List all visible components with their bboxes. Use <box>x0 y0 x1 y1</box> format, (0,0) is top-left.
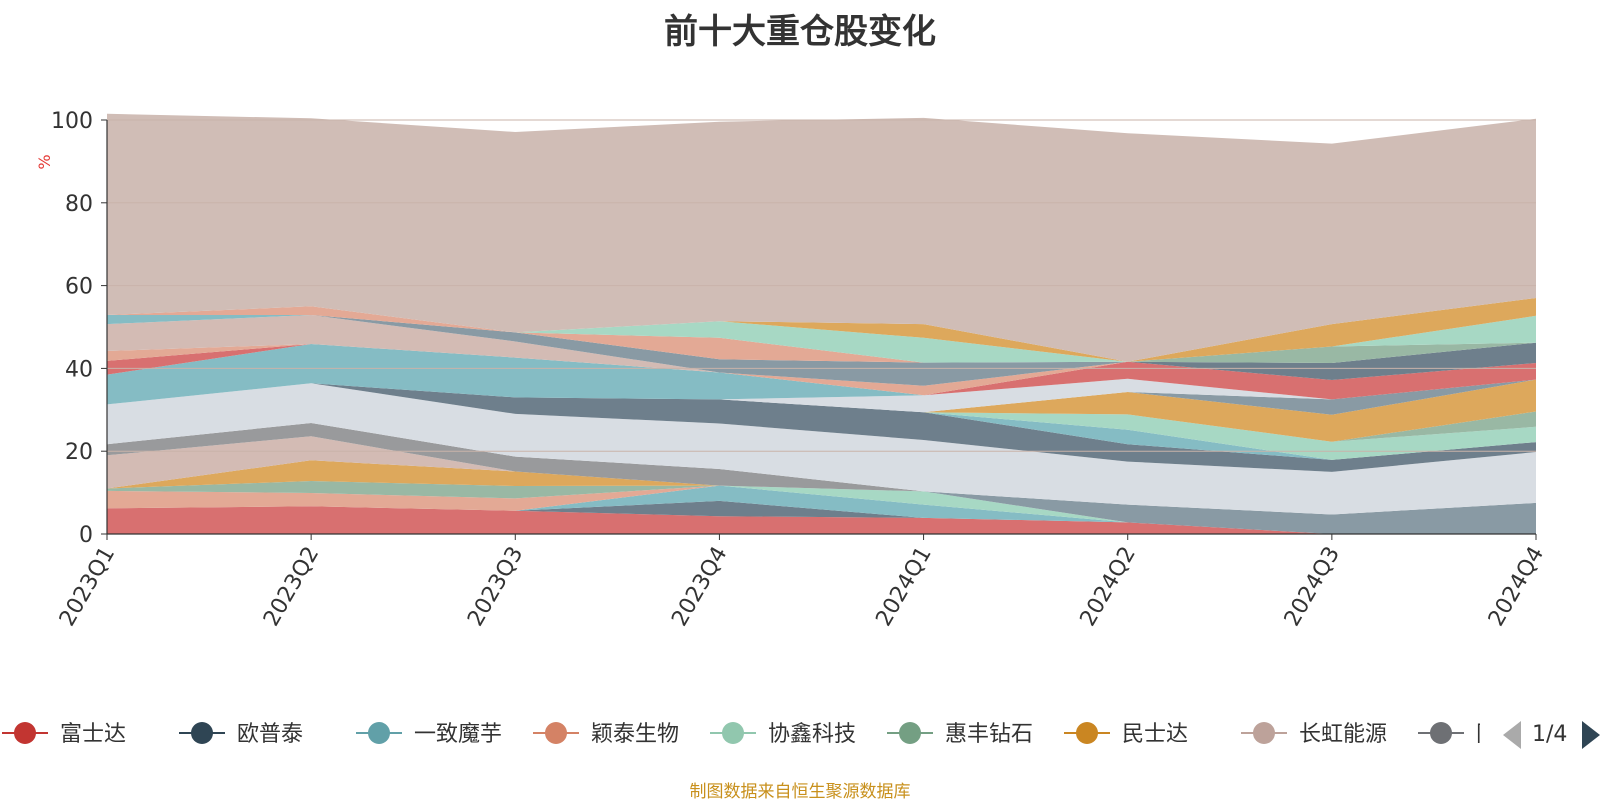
legend-next-arrow-icon[interactable] <box>1582 721 1600 749</box>
axes <box>106 120 1536 535</box>
legend-circle-icon <box>368 722 390 744</box>
grid-lines <box>107 119 1536 452</box>
area-band <box>107 423 1536 534</box>
x-tick-label: 2024Q2 <box>1076 543 1141 631</box>
area-band <box>107 342 1536 396</box>
legend-item[interactable]: 惠丰钻石 <box>887 722 1033 747</box>
legend-item[interactable]: 协鑫科技 <box>710 722 856 747</box>
legend-pager: 1/4 <box>1503 721 1600 749</box>
legend-label: 协鑫科技 <box>768 722 856 747</box>
legend-label: 长虹能源 <box>1299 722 1387 747</box>
area-band <box>107 315 1536 363</box>
x-tick-label: 2023Q2 <box>259 543 324 631</box>
area-band <box>107 481 1536 534</box>
area-band <box>107 342 1536 396</box>
legend-item[interactable]: 长虹能源 <box>1241 722 1387 747</box>
legend-prev-arrow-icon[interactable] <box>1503 721 1521 749</box>
legend-label: 颖泰生物 <box>591 722 679 747</box>
area-band <box>107 436 1536 534</box>
y-tick-label: 100 <box>51 109 93 134</box>
y-unit-label: % <box>35 154 54 169</box>
legend-circle-icon <box>1076 722 1098 744</box>
y-tick-label: 20 <box>65 440 93 465</box>
x-tick-label: 2024Q4 <box>1484 543 1549 631</box>
y-tick-label: 40 <box>65 357 93 382</box>
legend-label: 民士达 <box>1122 722 1188 747</box>
x-tick-label: 2023Q1 <box>55 543 120 631</box>
area-band <box>107 344 1536 405</box>
area-band <box>107 383 1536 460</box>
legend-label: 惠丰钻石 <box>945 722 1033 747</box>
legend-circle-icon <box>722 722 744 744</box>
legend-circle-icon <box>1253 722 1275 744</box>
legend: 富士达 欧普泰 一致魔芋 颖泰生物 协鑫科技 惠丰钻石 民士达 长虹能源 同享科技 <box>2 722 1564 747</box>
y-tick-labels: 0 20 40 60 80 100 <box>51 109 107 548</box>
area-band <box>107 378 1536 413</box>
y-tick-label: 80 <box>65 192 93 217</box>
legend-items: 富士达 欧普泰 一致魔芋 颖泰生物 协鑫科技 惠丰钻石 民士达 长虹能源 同享科技 <box>2 722 1564 747</box>
legend-item[interactable]: 富士达 <box>2 722 126 747</box>
legend-item[interactable]: 欧普泰 <box>179 722 303 747</box>
legend-label: 一致魔芋 <box>414 722 502 747</box>
x-tick-label: 2023Q3 <box>463 543 528 631</box>
area-band <box>107 379 1536 442</box>
x-tick-label: 2024Q1 <box>871 543 936 631</box>
legend-item[interactable]: 颖泰生物 <box>533 722 679 747</box>
area-band <box>107 506 1536 534</box>
legend-item[interactable]: 民士达 <box>1064 722 1188 747</box>
area-series <box>107 113 1536 534</box>
area-band <box>107 485 1536 534</box>
legend-page-indicator: 1/4 <box>1532 722 1567 747</box>
area-band <box>107 383 1536 460</box>
area-band <box>107 344 1536 400</box>
legend-label: 欧普泰 <box>237 722 303 747</box>
x-tick-labels: 2023Q1 2023Q2 2023Q3 2023Q4 2024Q1 2024Q2 2024… <box>55 534 1549 631</box>
area-band <box>107 485 1536 534</box>
legend-circle-icon <box>1430 722 1452 744</box>
area-band <box>107 383 1536 442</box>
source-note: 制图数据来自恒生聚源数据库 <box>689 782 911 802</box>
y-tick-label: 0 <box>79 523 93 548</box>
area-band <box>107 113 1536 362</box>
area-band <box>107 383 1536 515</box>
area-band <box>107 383 1536 472</box>
legend-label: 同享科技 <box>1476 722 1564 747</box>
area-band <box>107 315 1536 386</box>
chart-title: 前十大重仓股变化 <box>664 12 936 52</box>
legend-item[interactable]: 同享科技 <box>1418 722 1564 747</box>
legend-circle-icon <box>191 722 213 744</box>
area-band <box>107 315 1536 363</box>
legend-item[interactable]: 一致魔芋 <box>356 722 502 747</box>
legend-label: 富士达 <box>60 722 126 747</box>
y-tick-label: 60 <box>65 275 93 300</box>
legend-circle-icon <box>899 722 921 744</box>
x-tick-label: 2024Q3 <box>1280 543 1345 631</box>
legend-circle-icon <box>14 722 36 744</box>
area-band <box>107 315 1536 386</box>
legend-circle-icon <box>545 722 567 744</box>
area-band <box>107 379 1536 415</box>
x-tick-label: 2023Q4 <box>667 543 732 631</box>
area-band <box>107 460 1536 534</box>
